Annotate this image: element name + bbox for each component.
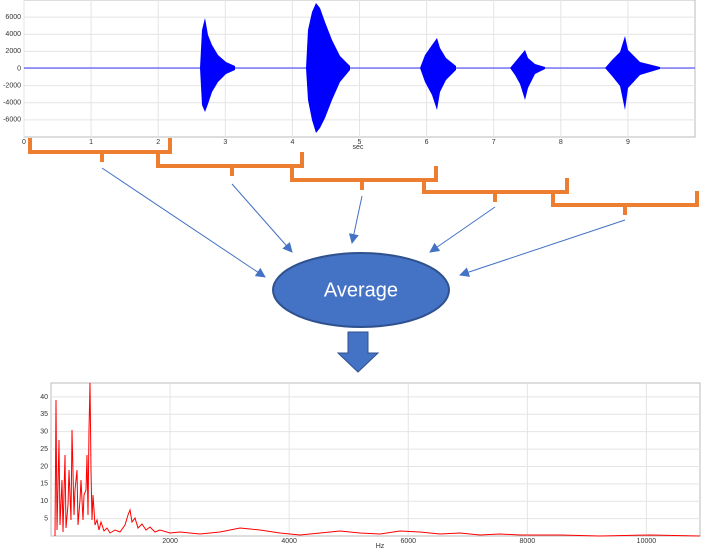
waveform-chart: -6000 -4000 -2000 0 2000 4000 6000 9 8 7 6 5 4 3 2 1 0 s… <box>3 0 696 151</box>
down-arrow <box>336 331 380 373</box>
x-tick-label: 1 <box>89 139 93 146</box>
y-tick-label: 15 <box>40 481 48 488</box>
x-axis-label: Hz <box>376 543 385 550</box>
x-tick-label: 2000 <box>162 538 178 545</box>
x-tick-label: 4 <box>290 139 294 146</box>
x-tick-label: 8 <box>559 139 563 146</box>
x-tick-label: 3 <box>223 139 227 146</box>
braces <box>28 138 699 215</box>
spectrum-chart: 40 35 30 25 20 15 10 5 10000 8000 6000 4000 2000 Hz <box>40 382 701 550</box>
x-tick-label: 7 <box>492 139 496 146</box>
waveform <box>24 3 695 133</box>
arrows <box>101 167 626 278</box>
node-label: Average <box>324 279 398 301</box>
y-tick-label: 4000 <box>5 31 21 38</box>
x-tick-label: 8000 <box>520 538 536 545</box>
x-tick-label: 0 <box>22 139 26 146</box>
x-tick-label: 6000 <box>400 538 416 545</box>
y-tick-label: 30 <box>40 429 48 436</box>
y-tick-label: 20 <box>40 463 48 470</box>
x-axis-label: sec <box>353 144 364 151</box>
plot-area <box>50 382 701 537</box>
y-tick-label: -4000 <box>3 100 21 107</box>
average-node <box>272 252 450 328</box>
y-tick-label: 6000 <box>5 14 21 21</box>
y-tick-label: 40 <box>40 394 48 401</box>
y-tick-label: 10 <box>40 498 48 505</box>
x-tick-label: 2 <box>156 139 160 146</box>
y-tick-label: 5 <box>44 515 48 522</box>
y-tick-label: 2000 <box>5 48 21 55</box>
y-tick-label: 0 <box>17 65 21 72</box>
spectrum <box>54 382 701 537</box>
x-tick-label: 9 <box>626 139 630 146</box>
y-tick-label: -2000 <box>3 82 21 89</box>
y-tick-label: 35 <box>40 411 48 418</box>
x-tick-label: 4000 <box>281 538 297 545</box>
x-tick-label: 10000 <box>637 538 657 545</box>
y-tick-label: 25 <box>40 446 48 453</box>
x-tick-label: 6 <box>425 139 429 146</box>
y-tick-label: -6000 <box>3 117 21 124</box>
x-tick-label: 5 <box>358 139 362 146</box>
